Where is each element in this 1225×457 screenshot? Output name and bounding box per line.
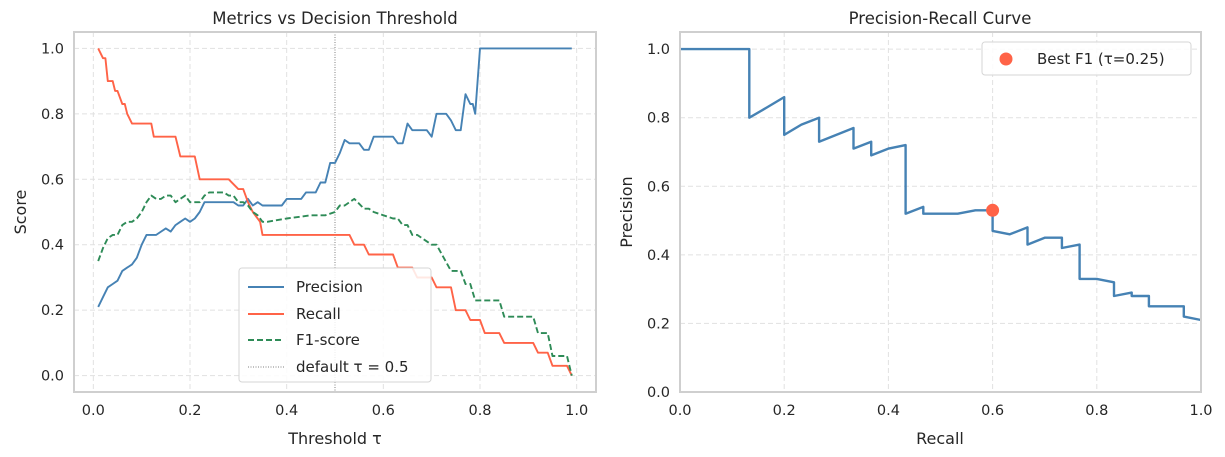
- x-tick-label: 0.2: [178, 403, 201, 419]
- chart-title: Precision-Recall Curve: [849, 9, 1032, 28]
- x-axis-label: Threshold τ: [287, 429, 382, 448]
- x-axis-label: Recall: [916, 429, 964, 448]
- grid: [680, 32, 1201, 392]
- y-tick-label: 0.4: [41, 238, 64, 254]
- y-tick-label: 0.2: [41, 303, 64, 319]
- y-tick-label: 0.0: [647, 385, 670, 401]
- chart-title: Metrics vs Decision Threshold: [212, 9, 458, 28]
- y-axis-label: Score: [11, 190, 30, 235]
- x-tick-label: 0.6: [981, 403, 1004, 419]
- x-tick-label: 0.4: [877, 403, 900, 419]
- y-ticks: 0.0 0.2 0.4 0.6 0.8 1.0: [41, 41, 64, 384]
- x-tick-label: 0.0: [82, 403, 105, 419]
- legend-label-recall: Recall: [296, 305, 341, 323]
- y-tick-label: 1.0: [41, 41, 64, 57]
- x-ticks: 0.0 0.2 0.4 0.6 0.8 1.0: [668, 403, 1212, 419]
- precision-recall-chart: Precision-Recall Curve 0.0 0.2 0.4 0.6 0.8 1.…: [617, 9, 1213, 448]
- x-tick-label: 0.0: [668, 403, 691, 419]
- plot-frame: [73, 31, 597, 393]
- x-ticks: 0.0 0.2 0.4 0.6 0.8 1.0: [82, 403, 588, 419]
- legend-label-default-threshold: default τ = 0.5: [296, 358, 409, 376]
- metrics-vs-threshold-chart: Metrics vs Decision Threshold 0.0 0.2 0.4 0…: [11, 9, 597, 448]
- legend-box: [238, 267, 432, 383]
- y-tick-label: 0.8: [647, 111, 670, 127]
- legend-label-precision: Precision: [296, 278, 363, 296]
- series-line-precision: [97, 47, 572, 308]
- x-tick-label: 1.0: [565, 403, 588, 419]
- series-group: [680, 47, 1202, 322]
- x-tick-label: 0.2: [773, 403, 796, 419]
- legend-label-f1: F1-score: [296, 331, 360, 349]
- y-ticks: 0.0 0.2 0.4 0.6 0.8 1.0: [647, 42, 670, 401]
- x-tick-label: 0.6: [372, 403, 395, 419]
- y-axis-label: Precision: [617, 176, 636, 247]
- series-line-pr-curve: [680, 47, 1202, 322]
- series-group: [97, 47, 573, 377]
- x-tick-label: 0.8: [468, 403, 491, 419]
- x-tick-label: 0.8: [1085, 403, 1108, 419]
- y-tick-label: 0.2: [647, 316, 670, 332]
- legend: Precision Recall F1-score default τ = 0.…: [238, 267, 432, 383]
- x-tick-label: 1.0: [1189, 403, 1212, 419]
- plot-frame: [679, 31, 1202, 393]
- legend-box: [981, 41, 1192, 76]
- x-tick-label: 0.4: [275, 403, 298, 419]
- points-group: [986, 203, 1000, 217]
- best-f1-point: [986, 203, 1000, 217]
- y-tick-label: 0.6: [41, 172, 64, 188]
- y-tick-label: 0.0: [41, 369, 64, 385]
- legend: Best F1 (τ=0.25): [981, 41, 1192, 76]
- series-line-recall: [97, 47, 573, 377]
- legend-marker-best-f1: [999, 52, 1013, 66]
- y-tick-label: 1.0: [647, 42, 670, 58]
- y-tick-label: 0.4: [647, 248, 670, 264]
- y-tick-label: 0.6: [647, 179, 670, 195]
- series-line-f1-score: [97, 191, 573, 376]
- legend-label-best-f1: Best F1 (τ=0.25): [1037, 50, 1165, 68]
- y-tick-label: 0.8: [41, 107, 64, 123]
